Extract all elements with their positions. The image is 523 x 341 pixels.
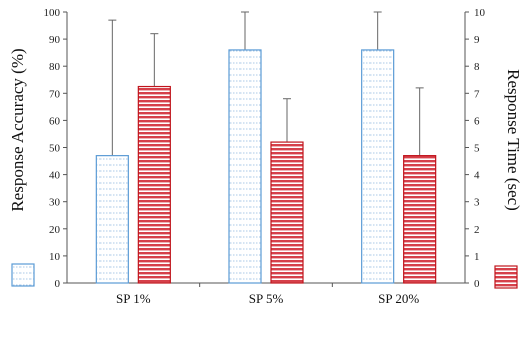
left-tick-label: 40 (49, 170, 61, 182)
left-tick-label: 20 (49, 224, 61, 236)
time-bar (403, 155, 437, 284)
left-tick-label: 80 (49, 61, 61, 73)
accuracy-bar (361, 49, 395, 284)
right-tick-label: 9 (474, 34, 480, 46)
category-label: SP 1% (116, 291, 151, 306)
left-tick-label: 30 (49, 197, 61, 209)
time-legend-swatch (494, 265, 518, 289)
right-tick-label: 5 (474, 143, 480, 155)
accuracy-bar (95, 155, 129, 284)
left-tick-label: 90 (49, 34, 61, 46)
right-tick-label: 2 (474, 224, 480, 236)
left-tick-label: 0 (55, 278, 61, 290)
left-axis-title: Response Accuracy (%) (8, 48, 27, 211)
right-tick-label: 0 (474, 278, 480, 290)
right-tick-label: 1 (474, 251, 480, 263)
axes (63, 11, 469, 287)
left-tick-label: 60 (49, 115, 61, 127)
left-tick-label: 70 (49, 88, 61, 100)
left-tick-label: 100 (44, 7, 61, 19)
accuracy-bar (228, 49, 262, 284)
left-tick-label: 50 (49, 143, 61, 155)
right-tick-label: 7 (474, 88, 480, 100)
time-bar (137, 85, 171, 284)
right-tick-label: 4 (474, 170, 480, 182)
right-axis-title: Response Time (sec) (504, 69, 523, 211)
left-tick-label: 10 (49, 251, 61, 263)
category-label: SP 20% (378, 291, 419, 306)
bars (95, 11, 437, 284)
right-tick-label: 3 (474, 197, 480, 209)
right-tick-label: 10 (474, 7, 486, 19)
accuracy-legend-swatch (11, 263, 35, 287)
right-tick-label: 8 (474, 61, 480, 73)
time-bar (270, 141, 304, 284)
right-tick-label: 6 (474, 115, 480, 127)
labels: 0 10 20 30 40 50 60 70 80 90 100 0 1 2 3 4 5 6 7 8 9 10 SP 1% S… (8, 7, 523, 306)
category-label: SP 5% (249, 291, 284, 306)
